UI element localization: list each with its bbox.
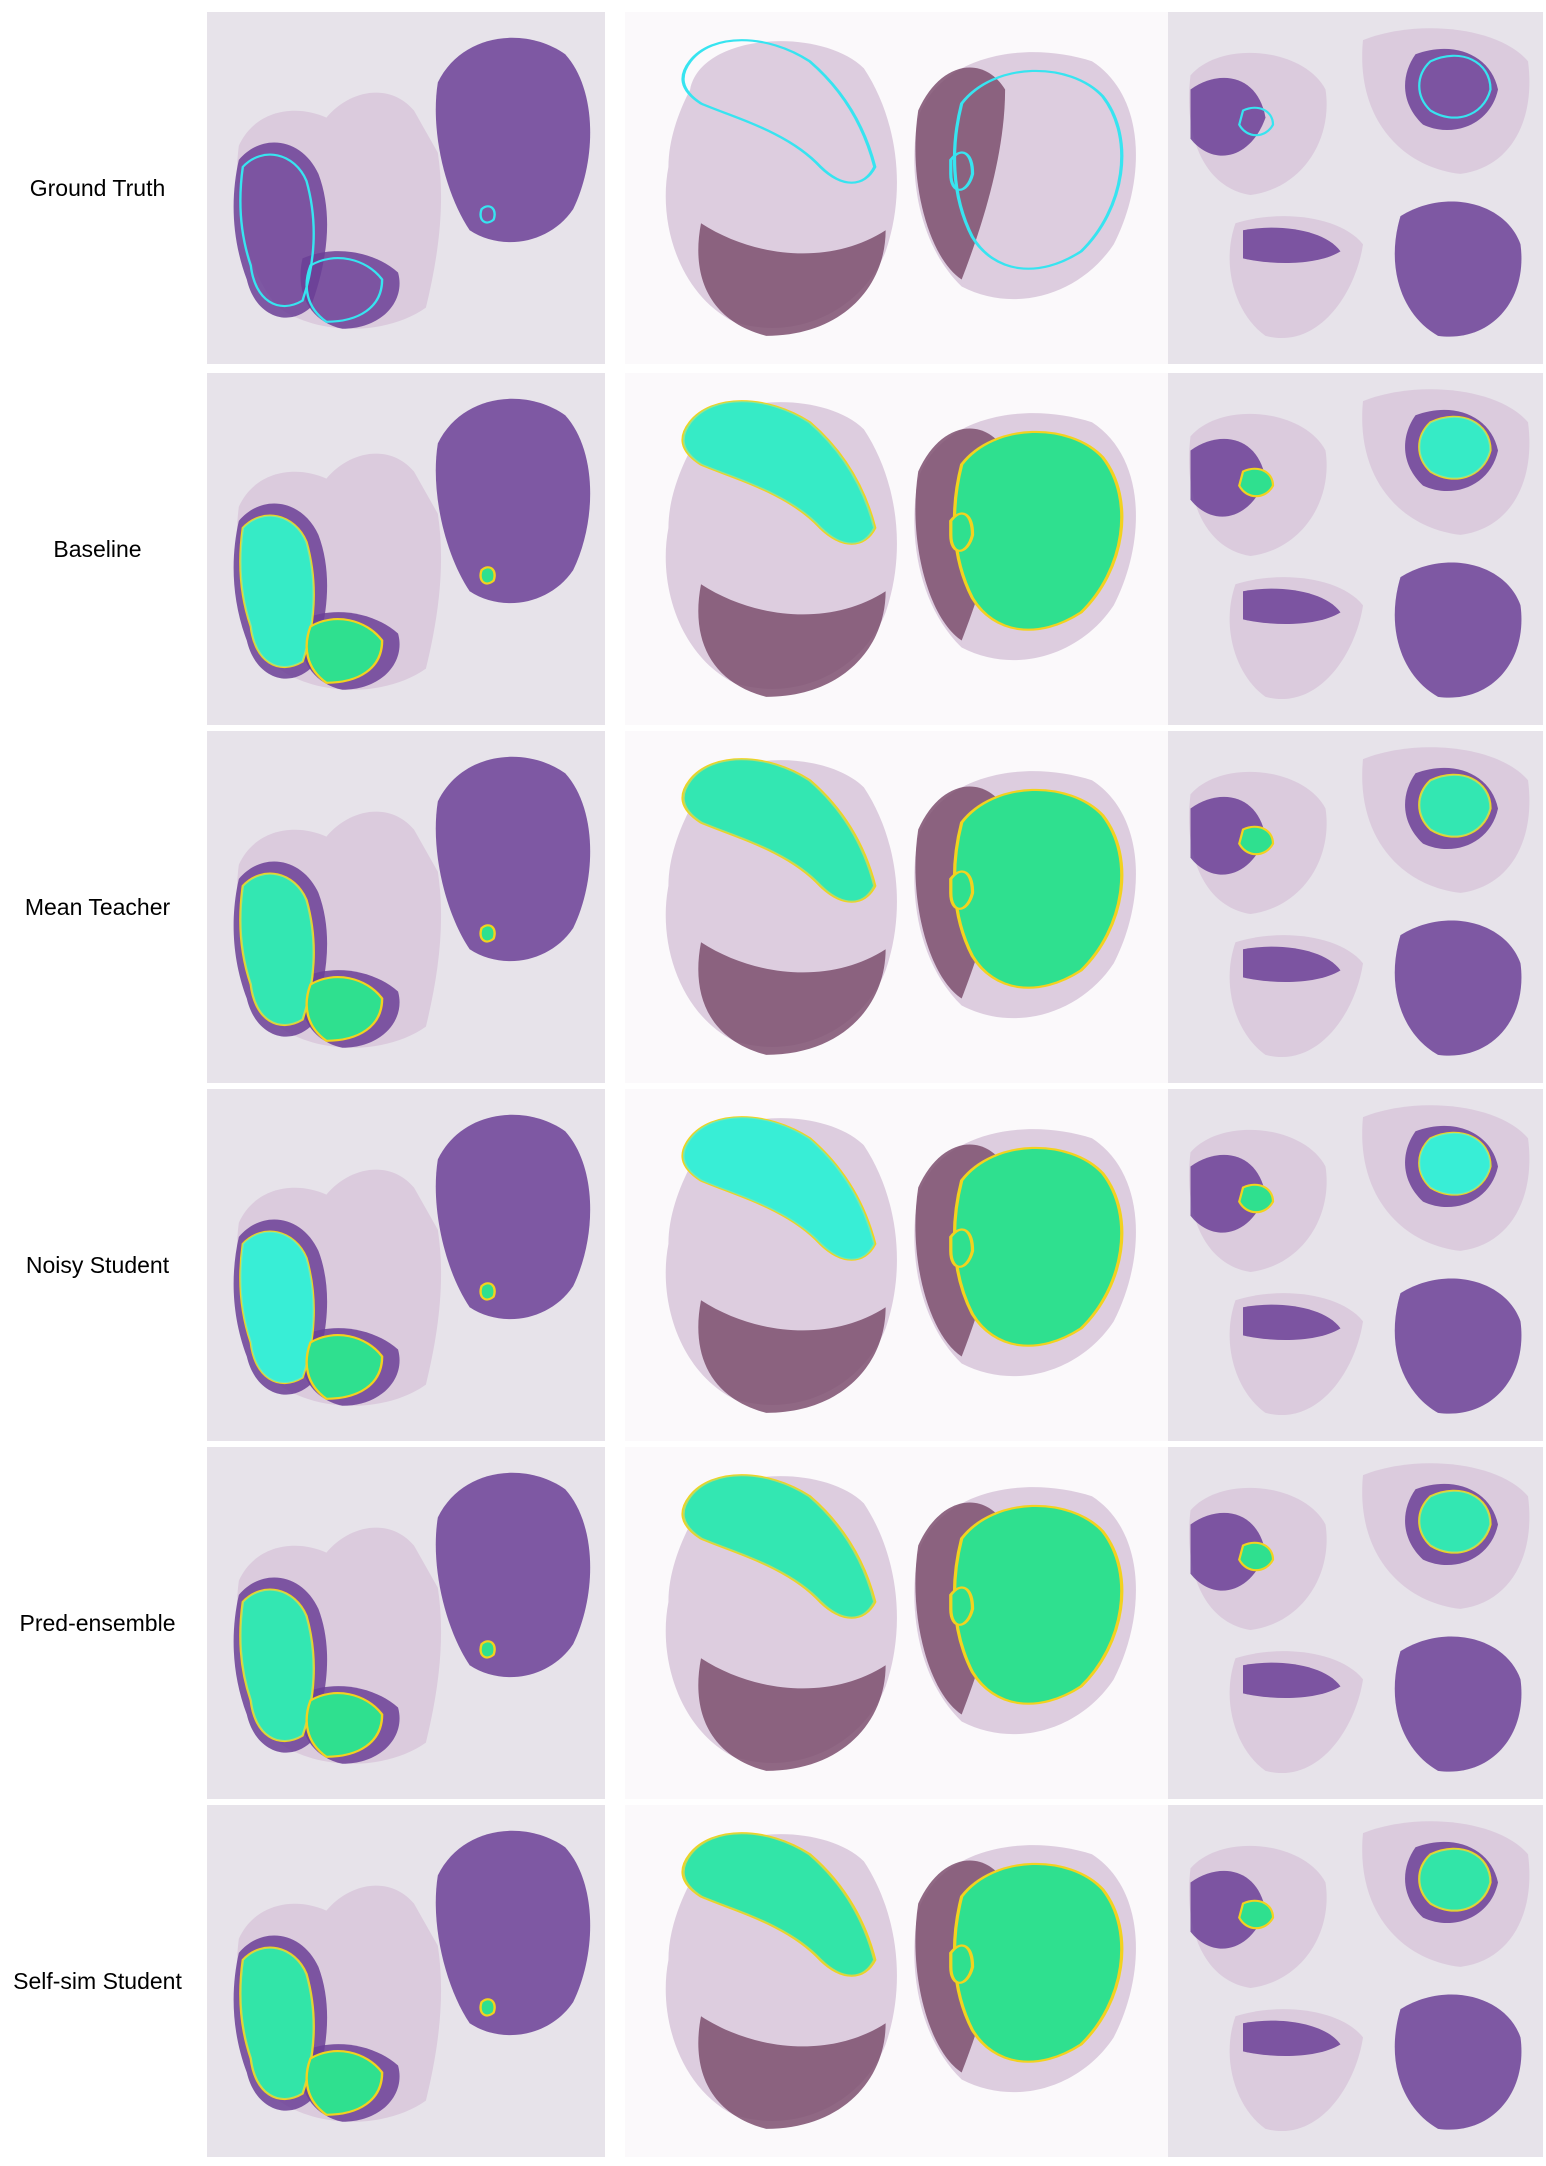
histology-slide-image (625, 1447, 1168, 1799)
histology-slide-image (1168, 731, 1543, 1083)
slide-panel (1168, 731, 1543, 1083)
histology-slide-image (207, 1447, 605, 1799)
row-label: Self-sim Student (13, 1968, 182, 1994)
slide-panel (625, 731, 1168, 1083)
row-label: Pred-ensemble (19, 1610, 176, 1636)
histology-slide-image (625, 12, 1168, 364)
histology-slide-image (1168, 1089, 1543, 1441)
histology-slide-image (1168, 1805, 1543, 2157)
histology-slide-image (207, 373, 605, 725)
histology-slide-image (1168, 12, 1543, 364)
slide-panel (625, 12, 1168, 364)
row-label: Baseline (53, 536, 142, 562)
slide-panel (207, 1805, 605, 2157)
slide-panel (1168, 1089, 1543, 1441)
row-label: Mean Teacher (24, 894, 171, 920)
histology-slide-image (1168, 1447, 1543, 1799)
histology-slide-image (1168, 373, 1543, 725)
histology-slide-image (625, 731, 1168, 1083)
histology-slide-image (207, 12, 605, 364)
slide-panel (207, 373, 605, 725)
slide-panel (207, 731, 605, 1083)
slide-panel (207, 12, 605, 364)
histology-slide-image (625, 373, 1168, 725)
row-label: Ground Truth (29, 175, 166, 201)
slide-panel (625, 1805, 1168, 2157)
slide-panel (1168, 1805, 1543, 2157)
slide-panel (625, 373, 1168, 725)
slide-panel (625, 1447, 1168, 1799)
slide-panel (1168, 12, 1543, 364)
slide-panel (1168, 1447, 1543, 1799)
slide-panel (1168, 373, 1543, 725)
slide-panel (207, 1447, 605, 1799)
histology-slide-image (625, 1805, 1168, 2157)
row-label: Noisy Student (25, 1252, 170, 1278)
slide-panel (625, 1089, 1168, 1441)
histology-slide-image (207, 1089, 605, 1441)
slide-panel (207, 1089, 605, 1441)
histology-slide-image (625, 1089, 1168, 1441)
histology-slide-image (207, 1805, 605, 2157)
histology-slide-image (207, 731, 605, 1083)
